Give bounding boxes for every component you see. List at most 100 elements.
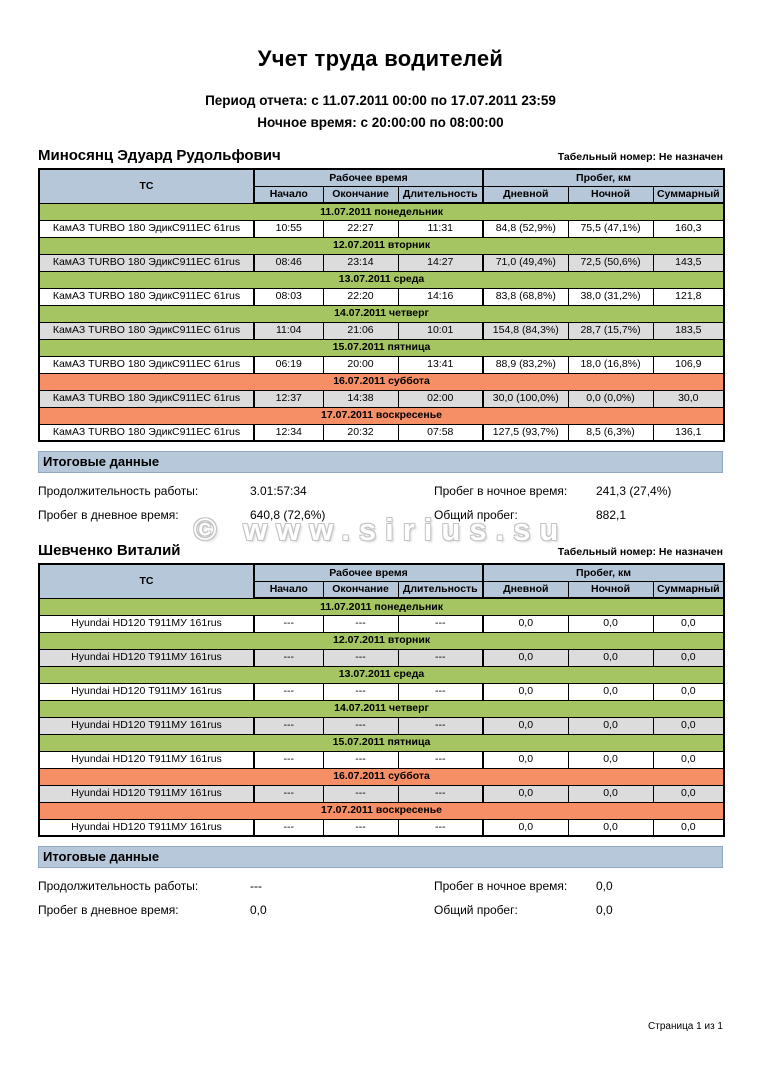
column-header-duration: Длительность bbox=[397, 580, 484, 599]
column-header-start: Начало bbox=[253, 580, 324, 599]
total-km-cell: 0,0 bbox=[652, 648, 725, 667]
day-km-cell: 0,0 bbox=[482, 784, 569, 803]
duration-cell: 13:41 bbox=[397, 355, 484, 374]
day-km-cell: 0,0 bbox=[482, 614, 569, 633]
summary-value-total-mileage: 0,0 bbox=[596, 903, 613, 917]
start-cell: --- bbox=[253, 682, 324, 701]
day-km-cell: 88,9 (83,2%) bbox=[482, 355, 569, 374]
end-cell: --- bbox=[322, 682, 399, 701]
night-time: Ночное время: с 20:00:00 по 08:00:00 bbox=[257, 115, 504, 130]
duration-cell: --- bbox=[397, 750, 484, 769]
day-km-cell: 154,8 (84,3%) bbox=[482, 321, 569, 340]
duration-cell: --- bbox=[397, 784, 484, 803]
summary-header: Итоговые данные bbox=[38, 451, 723, 473]
start-cell: 08:46 bbox=[253, 253, 324, 272]
summary-grid: Продолжительность работы: --- Пробег в н… bbox=[38, 879, 723, 917]
night-km-cell: 0,0 bbox=[567, 648, 654, 667]
summary-value-total-mileage: 882,1 bbox=[596, 508, 627, 522]
day-km-cell: 71,0 (49,4%) bbox=[482, 253, 569, 272]
column-header-total: Суммарный bbox=[652, 580, 725, 599]
total-km-cell: 0,0 bbox=[652, 784, 725, 803]
total-km-cell: 0,0 bbox=[652, 682, 725, 701]
end-cell: 22:20 bbox=[322, 287, 399, 306]
total-km-cell: 106,9 bbox=[652, 355, 725, 374]
date-band-weekend: 16.07.2011 суббота bbox=[38, 372, 725, 391]
total-km-cell: 136,1 bbox=[652, 423, 725, 442]
duration-cell: 14:16 bbox=[397, 287, 484, 306]
summary-value-work-duration: --- bbox=[250, 879, 262, 893]
date-band-weekend: 17.07.2011 воскресенье bbox=[38, 406, 725, 425]
total-km-cell: 0,0 bbox=[652, 750, 725, 769]
total-km-cell: 160,3 bbox=[652, 219, 725, 238]
date-band: 15.07.2011 пятница bbox=[38, 338, 725, 357]
summary-value-day-mileage: 640,8 (72,6%) bbox=[250, 508, 326, 522]
date-band: 13.07.2011 среда bbox=[38, 665, 725, 684]
report-period: Период отчета: с 11.07.2011 00:00 по 17.… bbox=[205, 93, 556, 108]
personnel-number: Табельный номер: Не назначен bbox=[557, 151, 723, 163]
day-km-cell: 83,8 (68,8%) bbox=[482, 287, 569, 306]
day-km-cell: 0,0 bbox=[482, 648, 569, 667]
table-row: КамАЗ TURBO 180 ЭдикС911ЕС 61rus 08:46 2… bbox=[38, 253, 725, 272]
vehicle-cell: Hyundai HD120 Т911МУ 161rus bbox=[38, 750, 255, 769]
table-row: Hyundai HD120 Т911МУ 161rus --- --- --- … bbox=[38, 818, 725, 837]
summary-value-night-mileage: 241,3 (27,4%) bbox=[596, 484, 672, 498]
vehicle-cell: Hyundai HD120 Т911МУ 161rus bbox=[38, 716, 255, 735]
total-km-cell: 0,0 bbox=[652, 716, 725, 735]
column-header-end: Окончание bbox=[322, 185, 399, 204]
end-cell: --- bbox=[322, 750, 399, 769]
date-band: 12.07.2011 вторник bbox=[38, 631, 725, 650]
duration-cell: --- bbox=[397, 648, 484, 667]
day-km-cell: 84,8 (52,9%) bbox=[482, 219, 569, 238]
total-km-cell: 121,8 bbox=[652, 287, 725, 306]
table-row: КамАЗ TURBO 180 ЭдикС911ЕС 61rus 06:19 2… bbox=[38, 355, 725, 374]
duration-cell: 07:58 bbox=[397, 423, 484, 442]
column-header-total: Суммарный bbox=[652, 185, 725, 204]
duration-cell: 11:31 bbox=[397, 219, 484, 238]
vehicle-cell: КамАЗ TURBO 180 ЭдикС911ЕС 61rus bbox=[38, 389, 255, 408]
column-group-work-time: Рабочее время bbox=[252, 563, 484, 582]
duration-cell: 14:27 bbox=[397, 253, 484, 272]
summary-label-total-mileage: Общий пробег: bbox=[434, 903, 518, 917]
vehicle-cell: Hyundai HD120 Т911МУ 161rus bbox=[38, 818, 255, 837]
duration-cell: 10:01 bbox=[397, 321, 484, 340]
summary-value-work-duration: 3.01:57:34 bbox=[250, 484, 307, 498]
day-km-cell: 127,5 (93,7%) bbox=[482, 423, 569, 442]
total-km-cell: 0,0 bbox=[652, 614, 725, 633]
end-cell: --- bbox=[322, 648, 399, 667]
table-row: КамАЗ TURBO 180 ЭдикС911ЕС 61rus 08:03 2… bbox=[38, 287, 725, 306]
total-km-cell: 0,0 bbox=[652, 818, 725, 837]
night-km-cell: 28,7 (15,7%) bbox=[567, 321, 654, 340]
start-cell: --- bbox=[253, 716, 324, 735]
date-band: 14.07.2011 четверг bbox=[38, 304, 725, 323]
column-header-vehicle: ТС bbox=[38, 168, 255, 204]
summary-value-night-mileage: 0,0 bbox=[596, 879, 613, 893]
table-row: Hyundai HD120 Т911МУ 161rus --- --- --- … bbox=[38, 784, 725, 803]
page-title: Учет труда водителей bbox=[257, 46, 504, 71]
duration-cell: 02:00 bbox=[397, 389, 484, 408]
column-header-vehicle: ТС bbox=[38, 563, 255, 599]
work-mileage-table: ТС Рабочее время Пробег, км Начало Оконч… bbox=[38, 168, 726, 442]
driver-section-2: Шевченко Виталий Табельный номер: Не наз… bbox=[38, 542, 726, 917]
end-cell: --- bbox=[322, 614, 399, 633]
end-cell: --- bbox=[322, 716, 399, 735]
vehicle-cell: КамАЗ TURBO 180 ЭдикС911ЕС 61rus bbox=[38, 219, 255, 238]
start-cell: --- bbox=[253, 784, 324, 803]
date-band: 13.07.2011 среда bbox=[38, 270, 725, 289]
table-row: Hyundai HD120 Т911МУ 161rus --- --- --- … bbox=[38, 648, 725, 667]
start-cell: --- bbox=[253, 750, 324, 769]
page-number: Страница 1 из 1 bbox=[648, 1021, 723, 1032]
night-km-cell: 18,0 (16,8%) bbox=[567, 355, 654, 374]
personnel-number: Табельный номер: Не назначен bbox=[557, 546, 723, 558]
date-band-weekend: 17.07.2011 воскресенье bbox=[38, 801, 725, 820]
summary-label-day-mileage: Пробег в дневное время: bbox=[38, 903, 179, 917]
summary-label-night-mileage: Пробег в ночное время: bbox=[434, 879, 568, 893]
column-group-mileage: Пробег, км bbox=[482, 168, 725, 187]
summary-header: Итоговые данные bbox=[38, 846, 723, 868]
end-cell: --- bbox=[322, 818, 399, 837]
end-cell: 20:00 bbox=[322, 355, 399, 374]
table-row: КамАЗ TURBO 180 ЭдикС911ЕС 61rus 12:37 1… bbox=[38, 389, 725, 408]
total-km-cell: 183,5 bbox=[652, 321, 725, 340]
date-band: 12.07.2011 вторник bbox=[38, 236, 725, 255]
summary-label-total-mileage: Общий пробег: bbox=[434, 508, 518, 522]
start-cell: 08:03 bbox=[253, 287, 324, 306]
